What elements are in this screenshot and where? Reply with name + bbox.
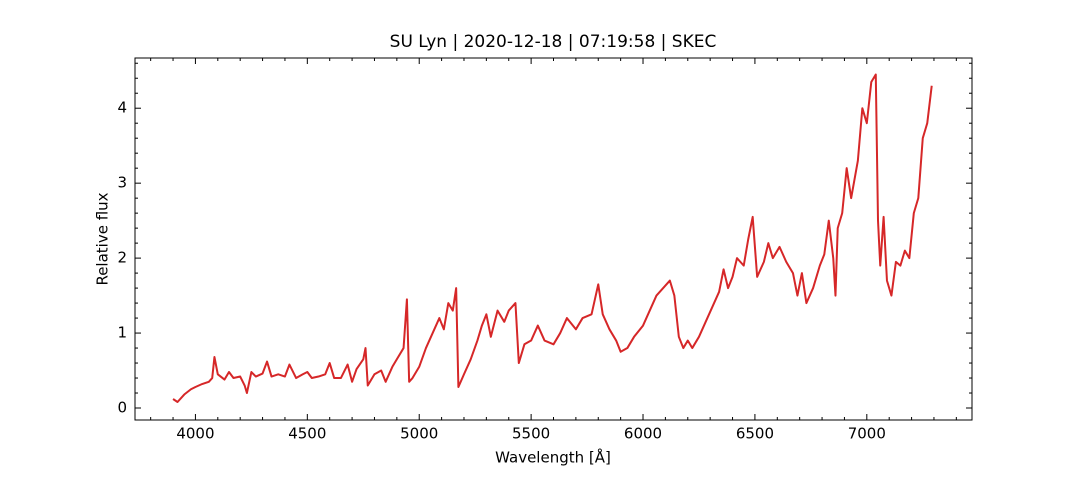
- y-tick-label: 2: [117, 249, 127, 267]
- x-tick-label: 5000: [400, 425, 438, 443]
- x-axis-label: Wavelength [Å]: [495, 448, 611, 467]
- spectrum-line: [172, 73, 933, 404]
- x-tick-label: 4500: [288, 425, 326, 443]
- y-tick-label: 1: [117, 324, 127, 342]
- y-axis-label: Relative flux: [94, 192, 112, 285]
- y-tick-label: 0: [117, 399, 127, 417]
- x-tick-label: 5500: [512, 425, 550, 443]
- y-tick-label: 4: [117, 99, 127, 117]
- x-tick-label: 7000: [848, 425, 886, 443]
- chart-title: SU Lyn | 2020-12-18 | 07:19:58 | SKEC: [390, 32, 717, 52]
- plot-frame: [134, 57, 973, 421]
- x-tick-label: 6000: [624, 425, 662, 443]
- x-tick-label: 6500: [736, 425, 774, 443]
- x-tick-label: 4000: [176, 425, 214, 443]
- y-tick-label: 3: [117, 174, 127, 192]
